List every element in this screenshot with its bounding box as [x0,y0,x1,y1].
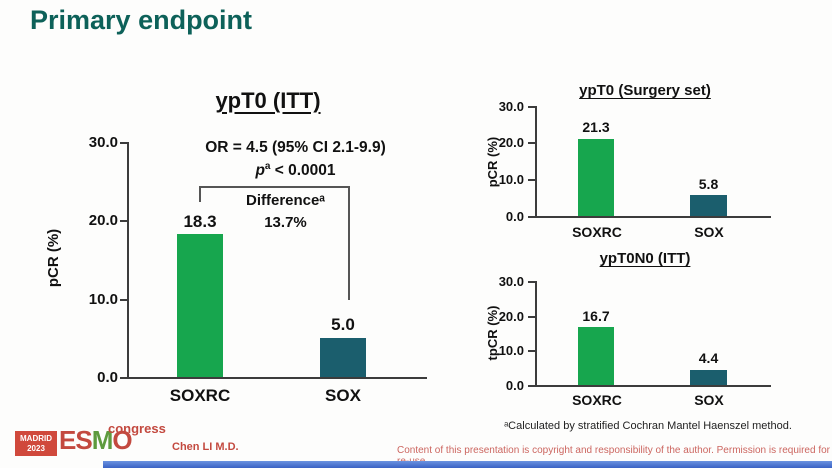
ypt0n0-tick-10 [528,350,535,352]
footnote: ᵃCalculated by stratified Cochran Mantel… [504,420,792,432]
ypt0n0-tick-30 [528,281,535,283]
ypt0n0-bar-sox: 4.4 [690,350,727,385]
ypt0n0-bar-soxrc: 16.7 [578,307,614,385]
main-bar-sox-rect [320,338,366,377]
esmo-letter-e: E [59,425,76,455]
surgery-x-axis [535,216,771,218]
surgery-category-soxrc: SOXRC [572,224,622,240]
surgery-y-axis [535,106,537,218]
ypt0n0-category-sox: SOX [694,392,724,408]
main-ytick-label-20: 20.0 [88,212,118,229]
surgery-tick-20 [528,142,535,144]
main-ytick-label-10: 10.0 [88,291,118,308]
slide-title: Primary endpoint [30,5,253,35]
surgery-bar-soxrc-rect [578,138,614,216]
ypt0n0-ytick-label-10: 10.0 [498,343,524,358]
surgery-bar-soxrc-value: 21.3 [582,119,610,136]
main-plot-area: 18.3 5.0 [129,143,425,377]
surgery-bar-sox-value: 5.8 [698,175,719,192]
p-value: < 0.0001 [270,162,336,180]
esmo-letter-s: S [75,425,92,455]
surgery-plot-area: 21.3 5.8 [537,107,770,216]
ypt0n0-tick-20 [528,316,535,318]
logo-year: 2023 [27,443,45,453]
logo-location: MADRID [20,433,52,443]
main-tick-20 [120,220,127,222]
ypt0n0-ytick-label-20: 20.0 [498,309,524,324]
ypt0n0-ytick-label-30: 30.0 [498,274,524,289]
esmo-madrid-2023-badge: MADRID 2023 [15,431,57,456]
main-category-sox: SOX [325,386,361,405]
surgery-y-axis-label: pCR (%) [485,136,500,188]
ypt0n0-bar-sox-rect [690,369,727,385]
surgery-category-sox: SOX [694,224,724,240]
p-symbol: p [255,162,265,180]
main-y-axis [127,142,129,379]
ypt0n0-plot-area: 16.7 4.4 [537,281,770,385]
esmo-logo: ESMO [59,425,133,456]
surgery-tick-30 [528,106,535,108]
main-bar-sox-value: 5.0 [331,315,355,335]
footer-accent-bar [103,461,832,468]
comparison-bracket-right [348,186,350,300]
difference-value: 13.7% [264,214,307,231]
author-name: Chen LI M.D. [172,441,239,453]
main-tick-30 [120,142,127,144]
main-tick-10 [120,299,127,301]
surgery-tick-0 [528,216,535,218]
main-category-soxrc: SOXRC [169,386,231,405]
surgery-ytick-label-20: 20.0 [498,135,524,150]
surgery-bar-sox: 5.8 [690,175,727,216]
surgery-ytick-label-30: 30.0 [498,99,524,114]
main-bar-soxrc-value: 18.3 [183,211,217,231]
main-y-axis-label: pCR (%) [45,228,62,288]
p-superscript: a [264,161,271,172]
ypt0n0-y-axis [535,281,537,387]
surgery-tick-10 [528,179,535,181]
comparison-bracket-horizontal [199,186,350,188]
surgery-bar-soxrc: 21.3 [578,119,614,216]
main-ytick-label-30: 30.0 [88,134,118,151]
esmo-letter-o: O [112,425,132,455]
surgery-chart-title: ypT0 (Surgery set) [579,82,711,99]
main-ytick-label-0: 0.0 [97,369,118,386]
surgery-bar-sox-rect [690,194,727,216]
ypt0n0-category-soxrc: SOXRC [572,392,622,408]
comparison-bracket-left [199,186,201,202]
main-x-axis [127,377,427,379]
difference-label: Differenceᵃ [245,192,326,209]
ypt0n0-ytick-label-0: 0.0 [505,378,524,393]
surgery-ytick-label-0: 0.0 [505,209,524,224]
ypt0n0-tick-0 [528,385,535,387]
ypt0n0-chart-title: ypT0N0 (ITT) [599,250,691,267]
surgery-ytick-label-10: 10.0 [498,172,524,187]
congress-label: congress [108,421,166,436]
ypt0n0-bar-soxrc-value: 16.7 [582,307,610,324]
main-bar-soxrc-rect [177,234,223,377]
main-bar-sox: 5.0 [320,316,366,377]
p-value-text: pa < 0.0001 [168,161,423,180]
main-chart-title: ypT0 (ITT) [215,88,321,113]
esmo-letter-m: M [91,425,114,455]
odds-ratio-text: OR = 4.5 (95% CI 2.1-9.9) [205,139,386,156]
main-tick-0 [120,377,127,379]
ypt0n0-x-axis [535,385,771,387]
ypt0n0-bar-soxrc-rect [578,327,614,385]
ypt0n0-bar-sox-value: 4.4 [698,350,719,367]
main-bar-soxrc: 18.3 [177,211,223,377]
ypt0n0-y-axis-label: tpCR (%) [485,305,500,361]
